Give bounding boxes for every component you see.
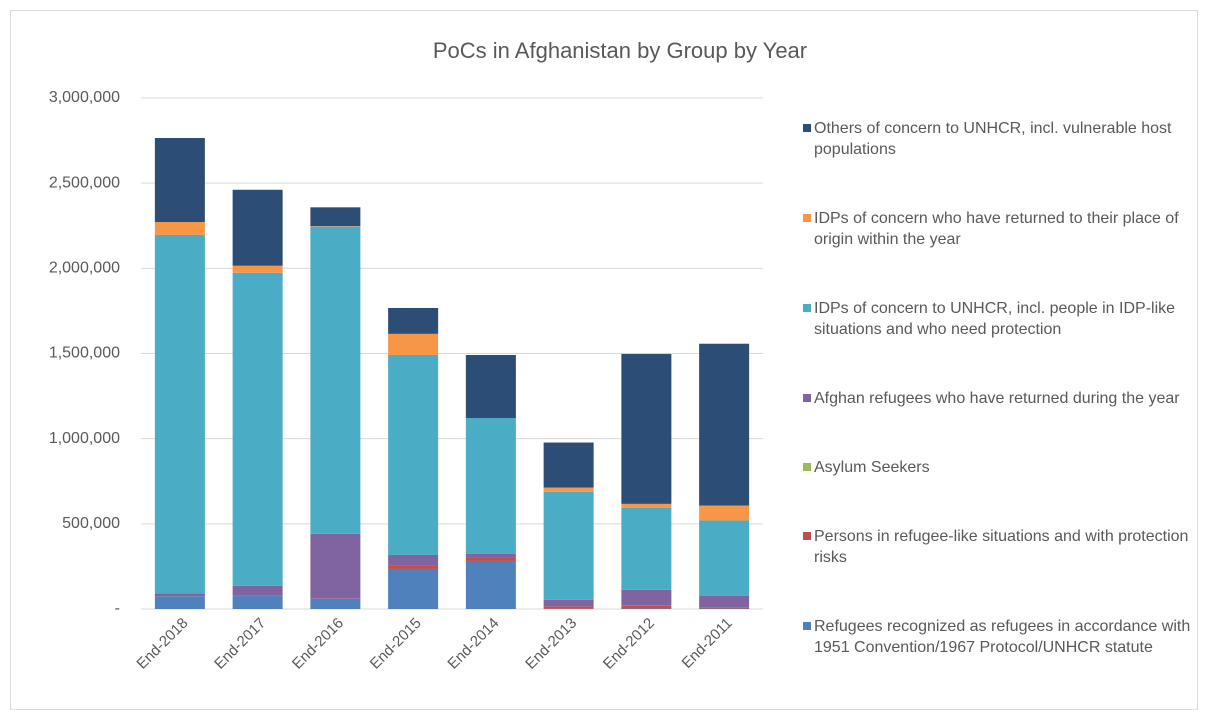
x-tick-label: End-2013 — [522, 615, 580, 673]
legend-item: IDPs of concern who have returned to the… — [803, 208, 1198, 250]
legend-item: Asylum Seekers — [803, 457, 1198, 478]
legend-label: Afghan refugees who have returned during… — [814, 388, 1180, 409]
bar-segment — [310, 534, 360, 599]
x-tick-label: End-2014 — [444, 615, 502, 673]
bar-segment — [233, 596, 283, 609]
bar-segment — [699, 608, 749, 609]
bar-segment — [155, 222, 205, 235]
bar-segment — [699, 344, 749, 506]
legend-label: Refugees recognized as refugees in accor… — [814, 616, 1198, 658]
bar-segment — [466, 557, 516, 561]
legend-swatch — [803, 622, 811, 630]
y-tick-label: 1,500,000 — [49, 345, 120, 362]
bar-segment — [544, 443, 594, 488]
bar-segment — [155, 593, 205, 596]
x-tick-label: End-2017 — [211, 615, 269, 673]
bar-segment — [621, 608, 671, 609]
legend-label: IDPs of concern to UNHCR, incl. people i… — [814, 298, 1198, 340]
x-tick-label: End-2016 — [289, 615, 347, 673]
y-tick-label: 3,000,000 — [49, 89, 120, 106]
bar-segment — [233, 190, 283, 266]
bar-segment — [155, 596, 205, 609]
bar-segment — [621, 504, 671, 508]
y-tick-label: 1,000,000 — [49, 430, 120, 447]
bar-segment — [544, 607, 594, 609]
legend-swatch — [803, 463, 811, 471]
x-tick-label: End-2018 — [133, 615, 191, 673]
bar-segment — [310, 599, 360, 609]
bar-segment — [233, 273, 283, 586]
bar-segment — [310, 207, 360, 226]
legend-item: Afghan refugees who have returned during… — [803, 388, 1198, 409]
legend-label: IDPs of concern who have returned to the… — [814, 208, 1198, 250]
legend-item: Others of concern to UNHCR, incl. vulner… — [803, 118, 1198, 160]
bar-segment — [621, 606, 671, 609]
bar-segment — [388, 308, 438, 334]
bar-segment — [466, 554, 516, 557]
legend: Others of concern to UNHCR, incl. vulner… — [803, 118, 1198, 658]
legend-item: IDPs of concern to UNHCR, incl. people i… — [803, 298, 1198, 340]
bar-segment — [544, 488, 594, 492]
bar-segment — [155, 235, 205, 593]
legend-swatch — [803, 532, 811, 540]
x-tick-label: End-2011 — [679, 615, 736, 672]
legend-label: Persons in refugee-like situations and w… — [814, 526, 1198, 568]
bar-segment — [388, 569, 438, 609]
bar-segment — [699, 521, 749, 596]
legend-label: Asylum Seekers — [814, 457, 930, 478]
bar-segment — [466, 355, 516, 418]
legend-swatch — [803, 214, 811, 222]
chart-title: PoCs in Afghanistan by Group by Year — [433, 38, 807, 63]
legend-item: Refugees recognized as refugees in accor… — [803, 616, 1198, 658]
bar-segment — [699, 506, 749, 521]
bar-segment — [544, 600, 594, 607]
bar-segment — [388, 334, 438, 355]
bar-segment — [233, 266, 283, 273]
bar-segment — [466, 418, 516, 554]
bar-segment — [621, 590, 671, 606]
bar-segment — [233, 586, 283, 596]
legend-item: Persons in refugee-like situations and w… — [803, 526, 1198, 568]
bar-segment — [699, 607, 749, 608]
legend-label: Others of concern to UNHCR, incl. vulner… — [814, 118, 1198, 160]
legend-swatch — [803, 124, 811, 132]
x-tick-label: End-2015 — [367, 615, 425, 673]
y-tick-label: - — [115, 600, 120, 617]
bar-segment — [621, 354, 671, 504]
bar-segment — [310, 227, 360, 534]
bar-segment — [544, 492, 594, 600]
bar-segment — [388, 355, 438, 555]
bar-segment — [388, 566, 438, 569]
legend-swatch — [803, 304, 811, 312]
y-tick-label: 2,000,000 — [49, 260, 120, 277]
y-tick-label: 500,000 — [62, 515, 120, 532]
bar-segment — [155, 138, 205, 222]
legend-swatch — [803, 394, 811, 402]
bar-segment — [621, 508, 671, 590]
bar-segment — [388, 555, 438, 566]
bar-segment — [466, 561, 516, 609]
x-tick-label: End-2012 — [600, 615, 658, 673]
bar-segment — [310, 226, 360, 227]
bar-segment — [699, 596, 749, 608]
y-tick-label: 2,500,000 — [49, 174, 120, 191]
